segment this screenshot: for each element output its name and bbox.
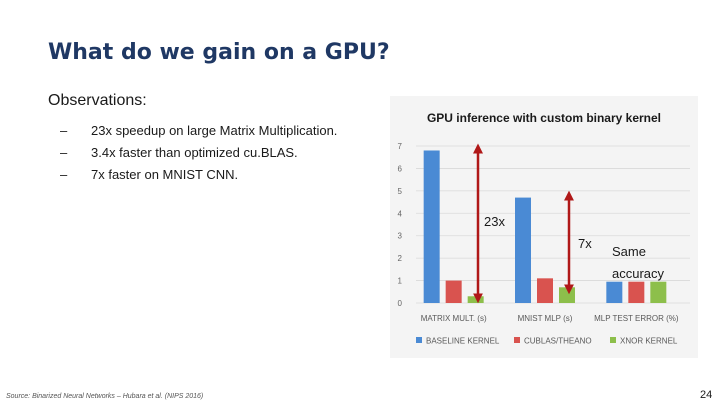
- bar: [537, 278, 553, 303]
- bullet-marker: –: [60, 167, 68, 182]
- bar: [606, 281, 623, 303]
- slide-title: What do we gain on a GPU?: [48, 40, 390, 65]
- y-tick-label: 3: [398, 232, 403, 241]
- observation-text: 23x speedup on large Matrix Multiplicati…: [91, 123, 338, 138]
- legend-swatch: [416, 337, 422, 343]
- bar-chart: GPU inference with custom binary kernel 0…: [398, 111, 690, 346]
- chart-title: GPU inference with custom binary kernel: [427, 111, 661, 125]
- category-label: MNIST MLP (s): [518, 314, 573, 323]
- annotation-label: 23x: [484, 214, 505, 229]
- annotation-label: 7x: [578, 236, 592, 251]
- bar: [423, 150, 440, 303]
- annotation-label: Same: [612, 244, 646, 259]
- bar: [559, 287, 575, 303]
- legend-label: XNOR KERNEL: [620, 337, 678, 346]
- legend-label: CUBLAS/THEANO: [524, 337, 592, 346]
- bar: [515, 197, 531, 303]
- observation-text: 3.4x faster than optimized cu.BLAS.: [91, 145, 298, 160]
- y-tick-label: 7: [398, 142, 403, 151]
- category-label: MATRIX MULT. (s): [421, 314, 487, 323]
- y-tick-label: 1: [398, 277, 403, 286]
- y-tick-label: 6: [398, 164, 403, 173]
- bullet-marker: –: [60, 123, 68, 138]
- y-tick-label: 0: [398, 299, 403, 308]
- observations-heading: Observations:: [48, 92, 147, 109]
- page-number: 24: [700, 389, 713, 401]
- legend-swatch: [514, 337, 520, 343]
- y-tick-label: 2: [398, 254, 403, 263]
- bullet-marker: –: [60, 145, 68, 160]
- chart-panel: GPU inference with custom binary kernel 0…: [390, 96, 698, 358]
- category-label: MLP TEST ERROR (%): [594, 314, 679, 323]
- legend-label: BASELINE KERNEL: [426, 337, 500, 346]
- y-tick-label: 4: [398, 209, 403, 218]
- observation-text: 7x faster on MNIST CNN.: [91, 167, 239, 182]
- source-citation: Source: Binarized Neural Networks – Huba…: [6, 393, 204, 400]
- y-tick-label: 5: [398, 187, 403, 196]
- annotation-label: accuracy: [612, 266, 665, 281]
- bar: [650, 281, 667, 303]
- bar: [628, 281, 645, 303]
- legend-swatch: [610, 337, 616, 343]
- bar: [445, 280, 462, 303]
- bar: [467, 296, 484, 303]
